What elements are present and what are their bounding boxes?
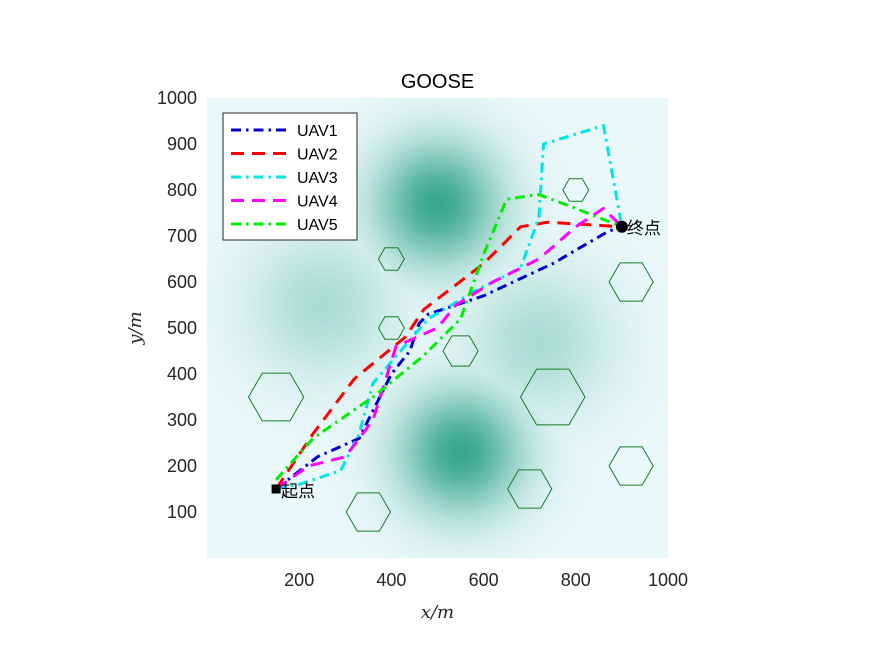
x-tick-label: 800	[561, 570, 591, 590]
obstacle-9	[345, 492, 392, 532]
legend-label-uav2: UAV2	[297, 147, 338, 164]
end-label: 终点	[627, 219, 661, 239]
legend-label-uav1: UAV1	[297, 123, 338, 140]
y-tick-label: 900	[167, 134, 197, 154]
obstacle-7	[519, 368, 586, 426]
y-tick-label: 200	[167, 456, 197, 476]
start-marker	[271, 484, 281, 494]
path-uav5	[274, 193, 623, 481]
chart-title: GOOSE	[401, 71, 474, 93]
obstacle-8	[507, 469, 553, 509]
legend-label-uav5: UAV5	[297, 217, 338, 234]
x-tick-label: 400	[376, 570, 406, 590]
y-tick-label: 500	[167, 318, 197, 338]
end-marker	[615, 220, 628, 233]
y-tick-label: 300	[167, 410, 197, 430]
y-tick-label: 100	[167, 502, 197, 522]
path-uav3	[275, 124, 624, 491]
obstacle-2	[377, 316, 405, 340]
path-uav2	[274, 220, 622, 490]
obstacles-layer	[247, 178, 654, 532]
legend-entries: UAV1 UAV2 UAV3 UAV4 UAV5	[231, 123, 338, 234]
uav-paths-layer	[274, 124, 624, 491]
obstacle-10	[608, 446, 654, 486]
x-tick-label: 600	[469, 570, 499, 590]
y-tick-label: 700	[167, 226, 197, 246]
y-tick-label: 1000	[157, 88, 197, 108]
x-tick-label: 1000	[648, 570, 688, 590]
legend: UAV1 UAV2 UAV3 UAV4 UAV5	[222, 112, 358, 241]
obstacle-6	[247, 372, 305, 422]
y-axis-ticks: 100 200 300 400 500 600 700 800 900 1000	[157, 88, 197, 522]
obstacle-3	[442, 335, 479, 367]
markers-layer: 起点 终点	[271, 219, 661, 502]
x-axis-ticks: 200 400 600 800 1000	[284, 570, 688, 590]
legend-label-uav4: UAV4	[297, 194, 338, 211]
obstacle-4	[562, 178, 590, 202]
y-axis-label: y/m	[125, 311, 146, 345]
x-axis-label: x/m	[421, 602, 454, 623]
y-tick-label: 800	[167, 180, 197, 200]
start-label: 起点	[281, 482, 315, 502]
y-tick-label: 600	[167, 272, 197, 292]
path-uav1	[275, 225, 623, 491]
legend-label-uav3: UAV3	[297, 170, 338, 187]
obstacle-5	[608, 262, 654, 302]
legend-box	[222, 112, 358, 241]
x-tick-label: 200	[284, 570, 314, 590]
path-uav4	[275, 206, 623, 491]
y-tick-label: 400	[167, 364, 197, 384]
obstacle-1	[377, 247, 405, 271]
